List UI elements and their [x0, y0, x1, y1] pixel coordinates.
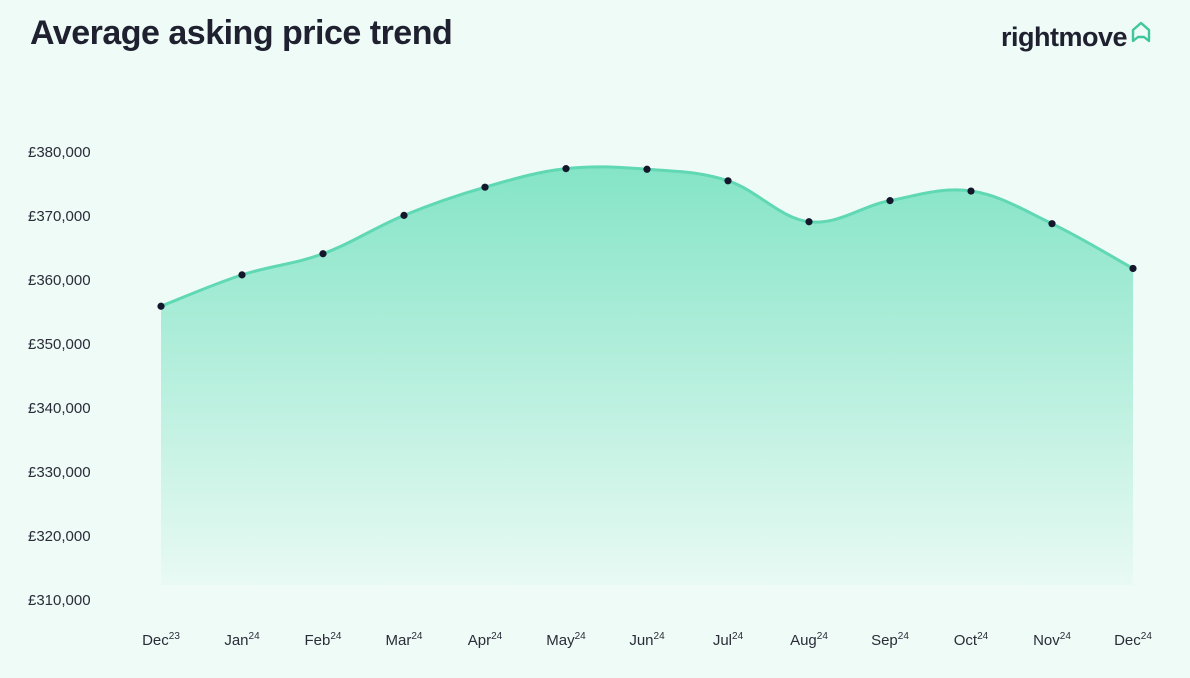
y-tick-label: £330,000 [28, 464, 91, 481]
page-title: Average asking price trend [30, 14, 453, 52]
data-point[interactable] [886, 197, 894, 205]
x-tick-label: Mar24 [386, 631, 423, 649]
data-point[interactable] [1048, 220, 1056, 228]
data-point[interactable] [805, 218, 813, 226]
x-tick-label: Sep24 [871, 631, 909, 649]
x-tick-label: Oct24 [954, 631, 989, 649]
x-tick-label: Jun24 [629, 631, 665, 649]
x-tick-label: Aug24 [790, 631, 828, 649]
x-tick-label: Feb24 [305, 631, 342, 649]
x-tick-label: Apr24 [468, 631, 503, 649]
x-tick-label: Jul24 [713, 631, 744, 649]
x-axis: Dec23 Jan24 Feb24 Mar24 Apr24 May24 Jun24 Jul24… [142, 631, 1152, 649]
data-point[interactable] [724, 177, 732, 185]
logo-text: rightmove [1000, 22, 1128, 52]
x-tick-label: Nov24 [1033, 631, 1071, 649]
x-tick-label: May24 [546, 631, 586, 649]
y-tick-label: £370,000 [28, 208, 91, 225]
y-tick-label: £310,000 [28, 592, 91, 609]
y-tick-label: £350,000 [28, 336, 91, 353]
data-point[interactable] [157, 302, 165, 310]
data-point[interactable] [1129, 264, 1137, 273]
y-tick-label: £320,000 [28, 528, 91, 545]
data-point[interactable] [481, 183, 489, 191]
area-fill [161, 166, 1133, 585]
x-tick-label: Jan24 [224, 631, 260, 649]
data-point[interactable] [319, 250, 327, 258]
y-tick-label: £360,000 [28, 272, 91, 289]
rightmove-logo[interactable]: rightmove [1000, 20, 1152, 53]
x-tick-label: Dec24 [1114, 631, 1152, 649]
data-point[interactable] [643, 165, 651, 173]
y-tick-label: £340,000 [28, 400, 91, 417]
data-point[interactable] [967, 187, 975, 195]
y-tick-label: £380,000 [28, 144, 91, 161]
data-point[interactable] [238, 271, 246, 279]
data-point[interactable] [562, 165, 570, 173]
y-axis: £310,000 £320,000 £330,000 £340,000 £350,000… [28, 144, 91, 609]
data-point[interactable] [400, 211, 408, 219]
house-outline-icon [1130, 20, 1152, 49]
data-points [157, 165, 1137, 310]
x-tick-label: Dec23 [142, 631, 180, 649]
